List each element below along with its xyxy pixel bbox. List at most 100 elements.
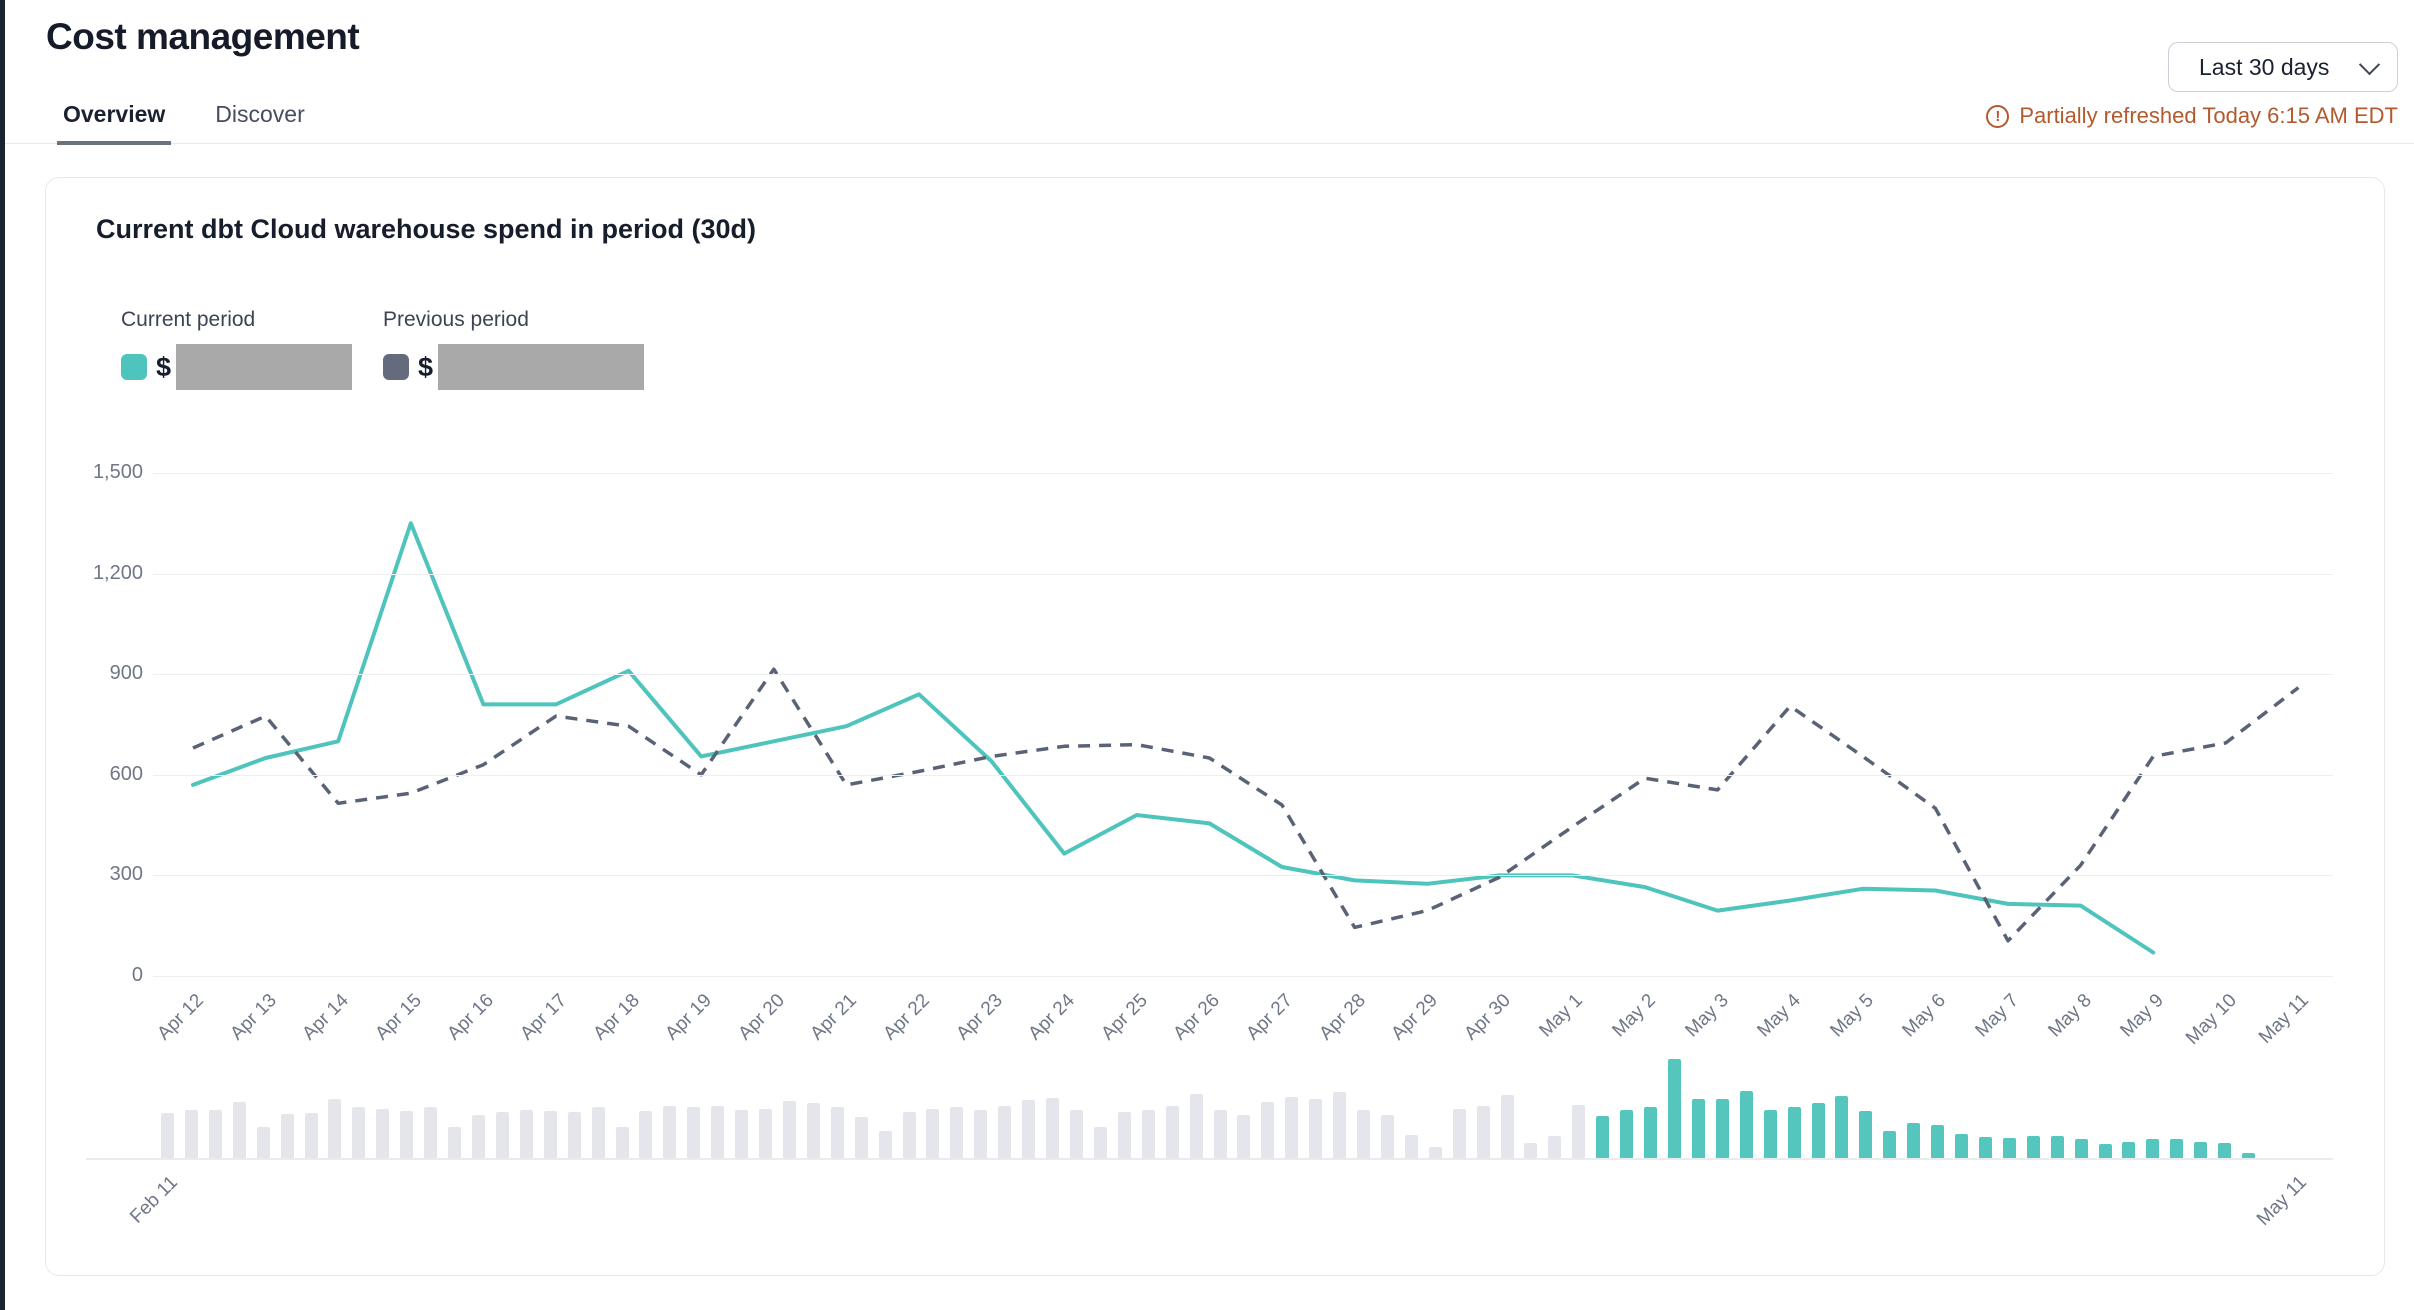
minimap-bar [1452, 1108, 1466, 1158]
x-axis-label: Apr 14 [298, 990, 354, 1045]
x-axis-label: Apr 25 [1097, 990, 1152, 1045]
minimap-bar [591, 1107, 605, 1158]
minimap-bar [950, 1106, 964, 1158]
minimap-bar [1811, 1103, 1825, 1158]
gridline [153, 875, 2333, 876]
minimap-bar [1261, 1102, 1275, 1158]
minimap-bar [304, 1113, 318, 1158]
minimap-bar [1931, 1124, 1945, 1158]
redacted-previous-value [438, 344, 645, 390]
minimap-bar [1644, 1106, 1657, 1158]
x-axis-label: Apr 28 [1315, 990, 1370, 1045]
minimap-bar [1046, 1097, 1059, 1158]
minimap-bar [2146, 1138, 2160, 1158]
gridline [153, 976, 2333, 977]
minimap-bar [328, 1099, 342, 1158]
date-range-value: Last 30 days [2199, 53, 2330, 80]
minimap-bar [1428, 1147, 1442, 1158]
minimap-bar [1309, 1099, 1323, 1158]
minimap-bar [1691, 1098, 1705, 1158]
minimap-bar [1500, 1094, 1514, 1158]
minimap-bar [2194, 1142, 2208, 1158]
y-axis-label: 300 [109, 863, 143, 885]
minimap-bar [806, 1102, 820, 1158]
x-axis-label: Apr 30 [1460, 990, 1515, 1045]
legend-previous: Previous period $ [383, 308, 645, 390]
minimap-end-label: May 11 [2252, 1172, 2311, 1230]
minimap-bar [1022, 1100, 1036, 1158]
minimap-bar [1715, 1098, 1729, 1158]
minimap-bar [854, 1117, 868, 1158]
x-axis-label: May 1 [1535, 990, 1588, 1042]
legend-current-label: Current period [121, 308, 256, 331]
left-edge-accent [0, 0, 5, 1310]
minimap-bar [1476, 1106, 1490, 1158]
minimap-bar [376, 1109, 390, 1158]
minimap-bar [1380, 1115, 1394, 1158]
x-axis-label: May 9 [2116, 990, 2169, 1042]
y-axis-label: 1,500 [92, 461, 143, 483]
minimap-bar [1548, 1135, 1562, 1158]
gridline [153, 473, 2333, 474]
x-axis-label: Apr 26 [1169, 990, 1225, 1045]
tab-overview[interactable]: Overview [57, 101, 172, 145]
minimap-bar [1404, 1135, 1418, 1158]
spend-card: Current dbt Cloud warehouse spend in per… [45, 177, 2385, 1276]
minimap-bar [1357, 1110, 1370, 1158]
minimap-bar [1835, 1096, 1849, 1158]
minimap-bar [1739, 1091, 1753, 1158]
gridline [153, 574, 2333, 575]
y-axis-label: 900 [109, 662, 143, 684]
currency-symbol: $ [418, 351, 434, 382]
minimap-bar [2074, 1138, 2088, 1158]
minimap-bar [1070, 1109, 1083, 1158]
minimap-bar [782, 1100, 796, 1158]
minimap-axis-line [86, 1158, 2333, 1160]
y-axis-label: 600 [109, 763, 143, 785]
minimap-bar [1620, 1110, 1634, 1158]
minimap-bar [495, 1111, 509, 1158]
minimap-bar [2098, 1143, 2112, 1158]
chevron-down-icon [2358, 53, 2381, 75]
x-axis-label: May 5 [1826, 990, 1878, 1042]
minimap-bar [1237, 1114, 1251, 1158]
date-range-select[interactable]: Last 30 days [2168, 42, 2398, 92]
legend-current: Current period $ [121, 308, 353, 390]
legend-previous-value: $ [383, 344, 645, 390]
minimap-bar [1285, 1097, 1299, 1158]
minimap-bar [400, 1111, 414, 1158]
gridline [153, 775, 2333, 776]
minimap-bar [2242, 1152, 2255, 1158]
minimap-bar [1165, 1106, 1179, 1158]
minimap-bar [1763, 1110, 1777, 1158]
minimap-bar [2122, 1141, 2136, 1158]
minimap-bar [280, 1114, 294, 1158]
x-axis-label: May 2 [1608, 990, 1660, 1042]
x-axis-label: May 3 [1681, 990, 1733, 1042]
x-axis-label: Apr 21 [806, 990, 862, 1045]
refresh-status: Partially refreshed Today 6:15 AM EDT [1986, 103, 2398, 129]
minimap-bar [1907, 1122, 1921, 1158]
minimap-bar [352, 1106, 366, 1158]
minimap-bar [2050, 1136, 2064, 1158]
minimap-bar [208, 1110, 222, 1158]
minimap-bar [1093, 1126, 1107, 1158]
x-axis-label: Apr 18 [589, 990, 644, 1045]
x-axis-label: May 11 [2255, 990, 2314, 1048]
minimap-bar [615, 1127, 629, 1158]
x-axis-label: Apr 24 [1024, 990, 1080, 1045]
minimap-bar [1859, 1111, 1873, 1158]
tab-bar: Overview Discover [5, 97, 2414, 145]
warning-circle-icon [1986, 104, 2010, 128]
page-title: Cost management [46, 16, 360, 57]
y-axis-label: 0 [131, 964, 143, 986]
card-title: Current dbt Cloud warehouse spend in per… [96, 214, 757, 244]
tab-discover[interactable]: Discover [215, 101, 305, 127]
minimap-bar [687, 1107, 701, 1158]
minimap-bar [735, 1110, 749, 1158]
minimap-bar [543, 1110, 557, 1158]
minimap-bar [232, 1101, 246, 1158]
legend-previous-label: Previous period [383, 308, 529, 331]
legend-current-value: $ [121, 344, 353, 390]
x-axis-label: Apr 23 [952, 990, 1007, 1045]
